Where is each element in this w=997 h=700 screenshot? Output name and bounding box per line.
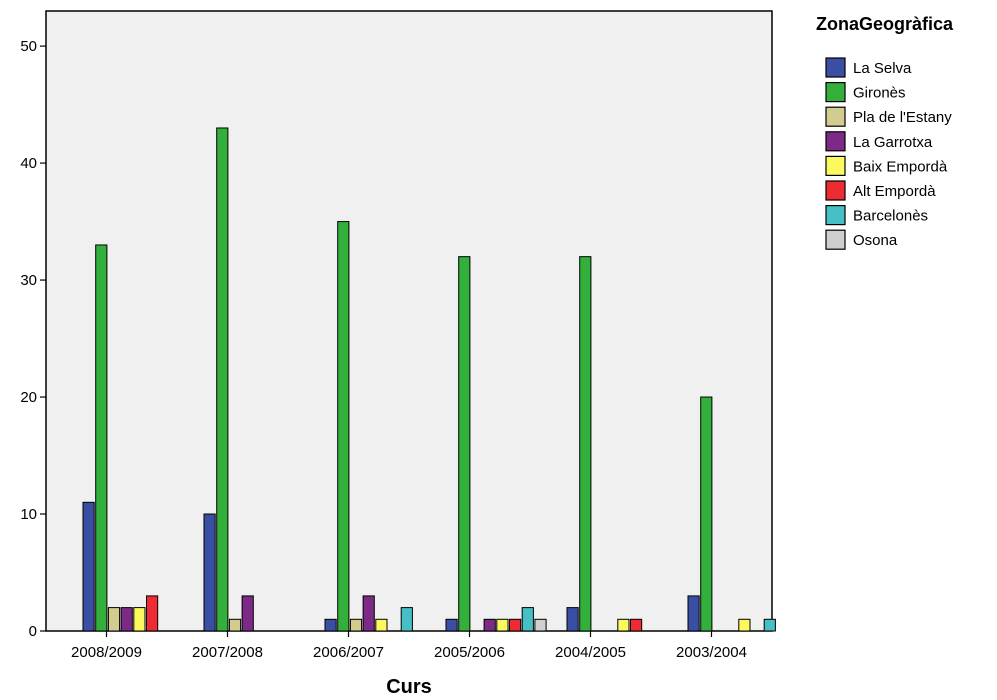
legend-swatch — [825, 106, 846, 127]
bar — [107, 607, 121, 632]
legend-swatch — [825, 155, 846, 176]
legend-label: Gironès — [853, 85, 906, 102]
x-axis: 2008/2009 2007/2008 2006/2007 2005/2006 2004… — [71, 631, 747, 661]
legend-label: Baix Empordà — [853, 158, 948, 175]
legend-title: ZonaGeogràfica — [816, 14, 954, 34]
bar — [120, 607, 133, 632]
bar — [337, 221, 350, 632]
bar — [445, 618, 458, 632]
legend-label: Osona — [853, 232, 898, 249]
x-tick-label: 2007/2008 — [192, 644, 263, 661]
y-axis: 0 10 20 30 40 50 — [20, 38, 46, 640]
legend-label: La Selva — [853, 60, 912, 77]
bar — [458, 256, 471, 632]
legend-swatch — [825, 57, 846, 78]
bar — [763, 618, 776, 632]
bar — [496, 618, 509, 632]
y-tick-label: 20 — [20, 389, 37, 406]
bar — [617, 618, 630, 632]
legend-swatch — [825, 81, 846, 103]
bar — [521, 607, 534, 632]
y-tick-label: 40 — [20, 155, 37, 172]
bar — [241, 595, 254, 632]
bar — [566, 607, 579, 632]
legend: ZonaGeogràfica La Selva Gironès Pla de l'E… — [816, 14, 954, 250]
legend-label: Pla de l'Estany — [853, 109, 952, 126]
y-tick-label: 50 — [20, 38, 37, 55]
bar — [400, 607, 413, 632]
bar — [216, 127, 229, 632]
bar — [509, 618, 522, 632]
bar — [738, 618, 751, 632]
x-tick-label: 2004/2005 — [555, 644, 626, 661]
bar — [687, 595, 700, 632]
legend-label: La Garrotxa — [853, 134, 933, 151]
bar — [228, 618, 242, 632]
x-tick-label: 2005/2006 — [434, 644, 505, 661]
legend-swatch — [825, 229, 846, 250]
legend-label: Barcelonès — [853, 208, 928, 225]
bar — [700, 396, 713, 632]
x-axis-label: Curs — [386, 676, 432, 698]
bar — [146, 595, 159, 632]
bar — [82, 501, 95, 632]
bar — [375, 618, 388, 632]
bar — [362, 595, 375, 632]
bar — [324, 618, 337, 632]
legend-label: Alt Empordà — [853, 183, 936, 200]
plot-area — [45, 10, 773, 632]
x-tick-label: 2008/2009 — [71, 644, 142, 661]
legend-swatch — [825, 131, 846, 152]
bar — [133, 607, 146, 632]
legend-swatch — [825, 180, 846, 201]
bar — [630, 618, 643, 632]
y-tick-label: 30 — [20, 272, 37, 289]
legend-swatch — [825, 205, 846, 226]
bar — [534, 618, 547, 632]
x-tick-label: 2006/2007 — [313, 644, 384, 661]
bar — [203, 513, 216, 632]
bar — [95, 244, 108, 632]
y-tick-label: 0 — [29, 623, 37, 640]
bars — [82, 127, 776, 632]
bar — [349, 618, 363, 632]
bar — [483, 618, 496, 632]
bar — [579, 256, 592, 632]
x-tick-label: 2003/2004 — [676, 644, 747, 661]
y-tick-label: 10 — [20, 506, 37, 523]
